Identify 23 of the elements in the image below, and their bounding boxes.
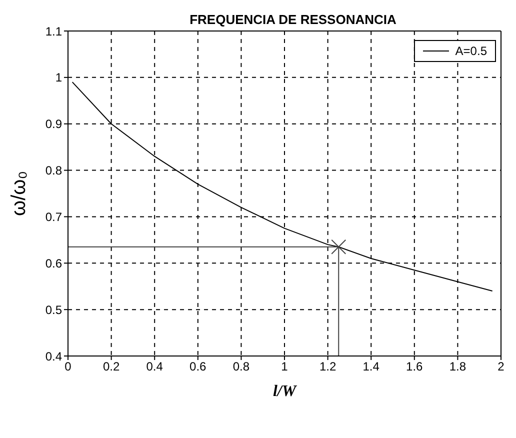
x-tick-label: 0 xyxy=(64,360,72,374)
x-tick-label: 1.8 xyxy=(449,360,466,374)
x-tick-label: 1 xyxy=(281,360,288,374)
x-tick-label: 1.4 xyxy=(362,360,380,374)
y-tick-label: 1 xyxy=(55,70,62,85)
x-tick-label: 0.2 xyxy=(102,360,120,374)
y-tick-label: 0.4 xyxy=(45,349,62,364)
y-tick-label: 0.5 xyxy=(45,302,62,317)
y-axis-title: ω/ω₀ xyxy=(8,170,30,216)
chart-title: FREQUENCIA DE RESSONANCIA xyxy=(190,12,398,27)
x-tick-label: 2 xyxy=(498,360,505,374)
y-tick-label: 0.9 xyxy=(45,117,62,132)
y-tick-label: 1.1 xyxy=(45,24,62,38)
x-tick-label: 0.8 xyxy=(232,360,250,374)
y-tick-label: 0.8 xyxy=(45,164,62,178)
y-tick-label: 0.6 xyxy=(45,256,62,270)
legend-label: A=0.5 xyxy=(455,44,487,58)
y-tick-label: 0.7 xyxy=(45,210,62,224)
x-tick-label: 0.4 xyxy=(146,360,164,374)
x-tick-label: 1.2 xyxy=(319,360,336,374)
x-tick-label: 1.6 xyxy=(406,360,424,374)
x-axis-title: l/W xyxy=(272,383,298,400)
x-tick-label: 0.6 xyxy=(190,360,207,374)
